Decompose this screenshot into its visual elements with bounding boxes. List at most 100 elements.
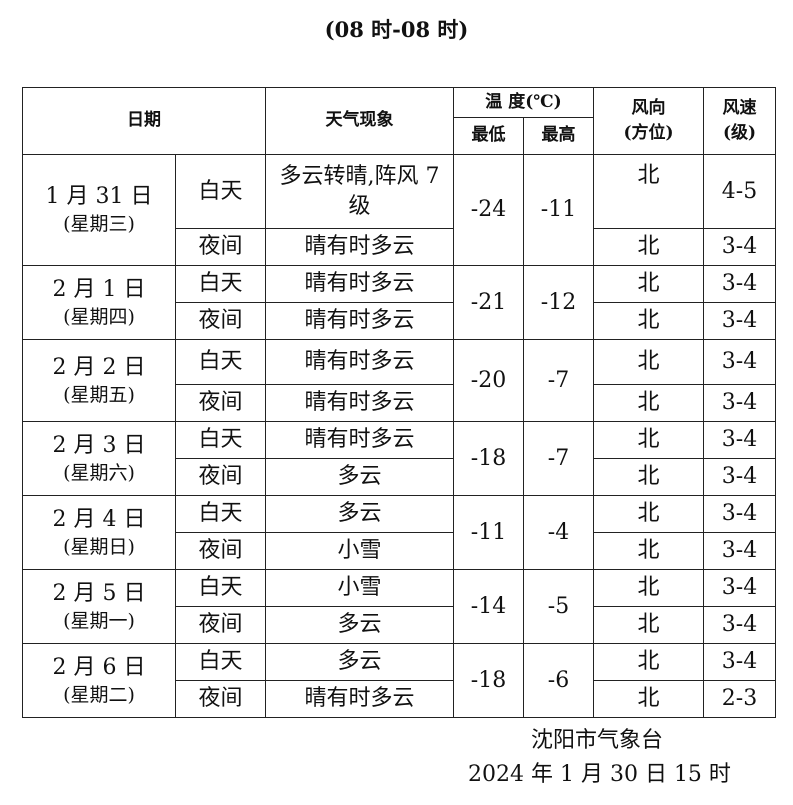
weather-cell: 多云 [265,643,454,681]
weather-cell: 小雪 [265,569,454,607]
weekday: (星期日) [63,535,135,558]
low-temp: -18 [453,643,524,718]
wind-speed: 3-4 [703,495,776,533]
high-temp: -7 [523,421,594,496]
wind-speed: 3-4 [703,643,776,681]
wind-direction: 北 [593,569,704,607]
low-temp: -11 [453,495,524,570]
date: 2 月 4 日 [52,506,146,532]
low-temp: -14 [453,569,524,644]
wind-direction: 北 [593,532,704,570]
weekday: (星期四) [63,305,135,328]
wind-speed: 2-3 [703,680,776,718]
date-cell: 2 月 6 日 (星期二) [22,643,176,718]
wind-speed: 3-4 [703,228,776,266]
period-label: 夜间 [175,458,266,496]
table-row: 夜间 晴有时多云 北 3-4 [23,384,776,422]
header-wind-dir-unit: (方位) [623,123,674,143]
header-high: 最高 [523,117,594,155]
period-label: 白天 [175,265,266,303]
wind-direction: 北 [593,643,704,681]
date-cell: 2 月 1 日 (星期四) [22,265,176,340]
date: 1 月 31 日 [45,184,153,210]
weather-cell: 多云 [265,495,454,533]
period-label: 白天 [175,569,266,607]
period-label: 夜间 [175,302,266,340]
period-label: 白天 [175,495,266,533]
wind-direction: 北 [593,154,704,229]
table-row: 2 月 3 日 (星期六) 白天 晴有时多云 -18 -7 北 3-4 [22,421,776,496]
subtitle: (08 时-08 时) [324,17,469,42]
wind-speed: 3-4 [703,302,776,340]
wind-speed: 3-4 [703,421,776,459]
period-label: 夜间 [175,532,266,570]
issuer: 沈阳市气象台 [531,728,664,753]
wind-speed: 3-4 [703,532,776,570]
high-temp: -4 [523,495,594,570]
wind-speed: 3-4 [703,569,776,607]
weekday: (星期五) [63,383,135,406]
header-wind-speed: 风速 (级) [703,87,776,155]
period-label: 夜间 [175,680,266,718]
date: 2 月 5 日 [52,580,146,606]
high-temp: -5 [523,569,594,644]
weather-cell: 多云转晴,阵风 7 级 [265,154,454,229]
high-temp: -12 [523,265,594,340]
table-row: 夜间 晴有时多云 北 2-3 [23,680,776,718]
low-temp: -20 [453,339,524,422]
header-wind-speed-unit: (级) [722,123,757,143]
low-temp: -24 [453,154,524,266]
header-date: 日期 [22,87,266,155]
table-row: 2 月 5 日 (星期一) 白天 小雪 -14 -5 北 3-4 [22,569,776,644]
table-row: 夜间 小雪 北 3-4 [23,532,776,570]
wind-direction: 北 [593,339,704,385]
table-row: 2 月 1 日 (星期四) 白天 晴有时多云 -21 -12 北 3-4 [22,265,776,340]
wind-speed: 3-4 [703,384,776,422]
date-cell: 2 月 3 日 (星期六) [22,421,176,496]
date-cell: 1 月 31 日 (星期三) [22,154,176,266]
weather-cell: 晴有时多云 [265,339,454,385]
date-cell: 2 月 4 日 (星期日) [22,495,176,570]
period-label: 夜间 [175,384,266,422]
weekday: (星期一) [63,609,135,632]
weather-cell: 多云 [265,606,454,644]
header-wind-dir-label: 风向 [631,97,666,118]
wind-direction: 北 [593,228,704,266]
header-weather: 天气现象 [265,87,454,155]
wind-direction: 北 [593,302,704,340]
low-temp: -21 [453,265,524,340]
wind-speed: 3-4 [703,606,776,644]
date-cell: 2 月 5 日 (星期一) [22,569,176,644]
date: 2 月 3 日 [52,432,146,458]
wind-direction: 北 [593,384,704,422]
table-row: 2 月 2 日 (星期五) 白天 晴有时多云 -20 -7 北 3-4 [22,339,776,422]
weather-cell: 晴有时多云 [265,384,454,422]
weekday: (星期三) [63,213,135,236]
wind-speed: 3-4 [703,265,776,303]
low-temp: -18 [453,421,524,496]
period-label: 白天 [175,339,266,385]
date: 2 月 6 日 [52,654,146,680]
table-row: 夜间 多云 北 3-4 [23,458,776,496]
table-row: 夜间 晴有时多云 北 3-4 [23,302,776,340]
period-label: 白天 [175,421,266,459]
weekday: (星期二) [63,683,135,706]
period-label: 白天 [175,643,266,681]
high-temp: -6 [523,643,594,718]
wind-direction: 北 [593,421,704,459]
period-label: 夜间 [175,228,266,266]
high-temp: -7 [523,339,594,422]
weather-cell: 多云 [265,458,454,496]
table-row: 夜间 晴有时多云 北 3-4 [23,228,776,266]
wind-direction: 北 [593,458,704,496]
header-wind-speed-label: 风速 [722,97,757,118]
wind-speed: 3-4 [703,458,776,496]
high-temp: -11 [523,154,594,266]
wind-direction: 北 [593,495,704,533]
date: 2 月 1 日 [52,276,146,302]
wind-direction: 北 [593,680,704,718]
table-row: 2 月 4 日 (星期日) 白天 多云 -11 -4 北 3-4 [22,495,776,570]
date: 2 月 2 日 [52,354,146,380]
table-row: 1 月 31 日 (星期三) 白天 多云转晴,阵风 7 级 -24 -11 北 4-5 [22,154,776,266]
period-label: 白天 [175,154,266,229]
